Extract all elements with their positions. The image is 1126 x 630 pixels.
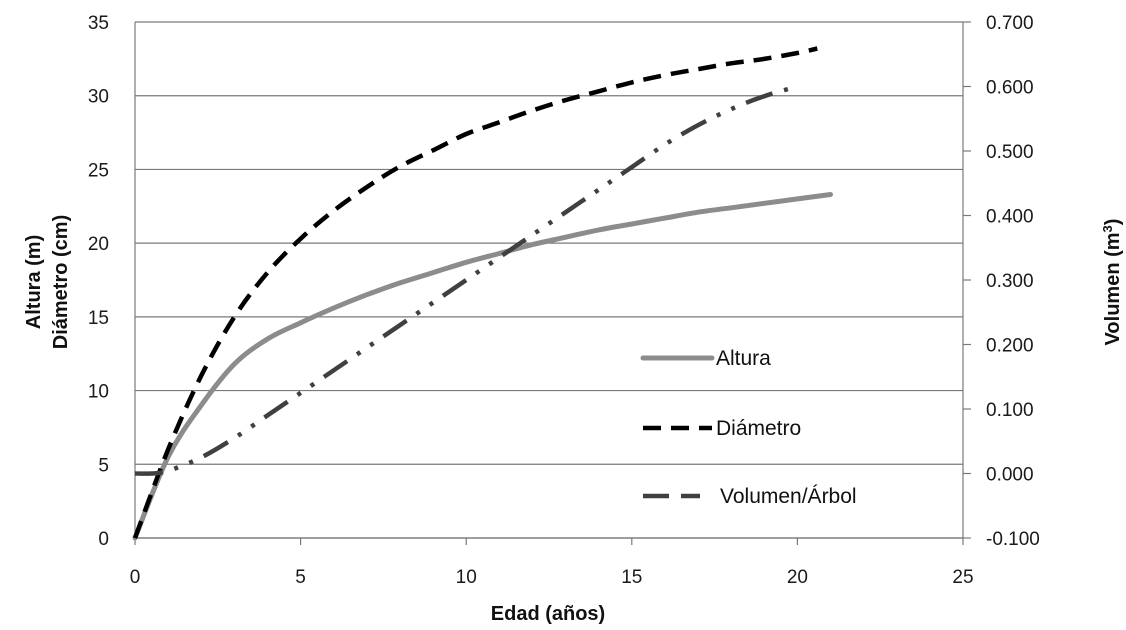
series-lines xyxy=(132,46,833,541)
series-line-0 xyxy=(132,192,833,541)
y-right-axis-title-sup: 3 xyxy=(1100,225,1115,232)
y-left-tick-label-5: 25 xyxy=(88,160,109,181)
y-right-axis-title-base: Volumen (m xyxy=(1102,232,1124,345)
y-right-tick-label-1: 0.000 xyxy=(986,465,1034,486)
x-tick-label-4: 20 xyxy=(787,567,808,588)
y-left-tick-label-2: 10 xyxy=(88,382,109,403)
legend-label-0: Altura xyxy=(716,347,771,370)
series-line-2 xyxy=(134,84,799,476)
x-tick-label-5: 25 xyxy=(952,567,973,588)
y-right-axis-title: Volumen (m3) xyxy=(1100,219,1125,346)
y-right-tick-label-2: 0.100 xyxy=(986,400,1034,421)
y-left-tick-label-0: 0 xyxy=(98,529,109,550)
legend: Altura Diámetro Volumen/Árbol xyxy=(640,347,857,508)
y-left-axis-title-1: Altura (m) xyxy=(23,235,45,329)
y-left-tick-label-4: 20 xyxy=(88,234,109,255)
y-right-axis-title-end: ) xyxy=(1102,219,1124,226)
x-tick-label-1: 5 xyxy=(295,567,306,588)
legend-label-1: Diámetro xyxy=(716,417,801,440)
y-right-tick-label-4: 0.300 xyxy=(986,271,1034,292)
y-right-tick-label-0: -0.100 xyxy=(986,529,1040,550)
x-tick-label-0: 0 xyxy=(130,567,141,588)
y-right-tick-label-3: 0.200 xyxy=(986,336,1034,357)
axes xyxy=(134,21,971,545)
y-left-tick-label-7: 35 xyxy=(88,13,109,34)
y-left-axis-title-2: Diámetro (cm) xyxy=(50,215,72,349)
y-right-tick-label-7: 0.600 xyxy=(986,78,1034,99)
legend-label-2: Volumen/Árbol xyxy=(720,485,857,508)
y-left-tick-label-3: 15 xyxy=(88,308,109,329)
y-left-tick-label-6: 30 xyxy=(88,87,109,108)
x-axis-title: Edad (años) xyxy=(491,603,605,625)
x-tick-label-2: 10 xyxy=(456,567,477,588)
y-right-tick-label-8: 0.700 xyxy=(986,13,1034,34)
x-tick-label-3: 15 xyxy=(621,567,642,588)
tick-labels: 0 5 10 15 20 25 30 35 -0.100 0.000 0.100 0.200 0.300… xyxy=(88,13,1040,588)
y-right-tick-label-6: 0.500 xyxy=(986,142,1034,163)
series-line-1 xyxy=(132,46,818,539)
y-right-tick-label-5: 0.400 xyxy=(986,207,1034,228)
y-left-tick-label-1: 5 xyxy=(98,455,109,476)
